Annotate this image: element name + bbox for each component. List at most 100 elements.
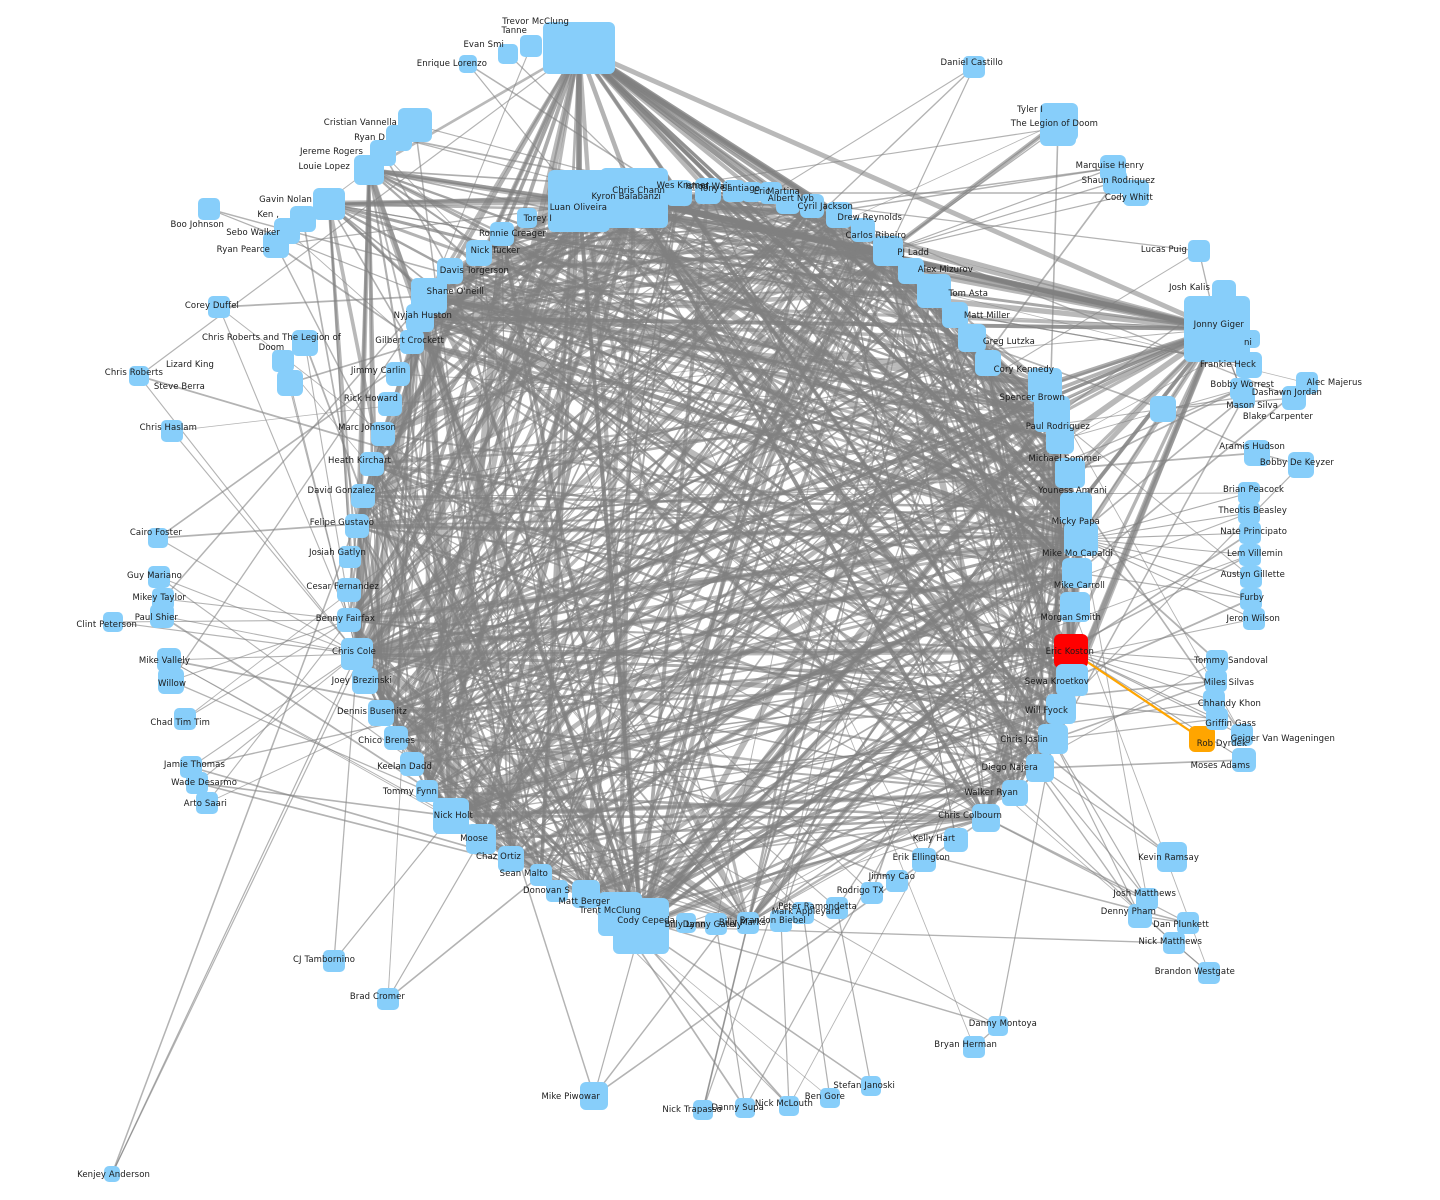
graph-node-trent-mcclung[interactable] xyxy=(598,892,642,936)
graph-node-brad-cromer[interactable] xyxy=(377,988,399,1010)
graph-node-jonny-giger[interactable] xyxy=(1184,296,1250,362)
graph-node-gilbert-crockett[interactable] xyxy=(400,330,424,354)
graph-node-nate-principato[interactable] xyxy=(1239,522,1261,544)
graph-node-nick-trapasso[interactable] xyxy=(693,1100,713,1120)
graph-node-nick-holt[interactable] xyxy=(433,798,469,834)
graph-node-rick-howard[interactable] xyxy=(378,392,402,416)
graph-node-joey-brezinski[interactable] xyxy=(352,668,378,694)
graph-node-brian-peacock[interactable] xyxy=(1238,482,1260,504)
graph-node-albert-nyberg[interactable] xyxy=(776,190,800,214)
graph-node-kelly-hart[interactable] xyxy=(944,828,968,852)
graph-node-enrique-lorenzo[interactable] xyxy=(459,55,477,73)
graph-node-felipe-gustavo[interactable] xyxy=(345,514,369,538)
graph-node-greg-lutzka[interactable] xyxy=(958,324,986,352)
graph-node-geiger-van-wageningen[interactable] xyxy=(1231,724,1253,746)
graph-node-chad-tim-tim[interactable] xyxy=(174,708,196,730)
graph-node-cory-kennedy[interactable] xyxy=(975,350,1001,376)
graph-node-youness-amrani[interactable] xyxy=(1055,458,1085,488)
graph-node-benny-fairfax[interactable] xyxy=(337,608,361,632)
graph-node-eric-m[interactable] xyxy=(742,182,762,202)
graph-node-jeron-wilson[interactable] xyxy=(1243,608,1265,630)
graph-node-heath-kirchart[interactable] xyxy=(360,452,384,476)
graph-node-danny-gately[interactable] xyxy=(705,913,727,935)
graph-node-chris-joslin[interactable] xyxy=(1038,724,1068,754)
graph-node-austyn-gillette[interactable] xyxy=(1240,566,1262,588)
graph-node-carlos-ribeiro[interactable] xyxy=(851,218,875,242)
graph-node-lucas-puig[interactable] xyxy=(1188,240,1210,262)
graph-node-torey-p[interactable] xyxy=(517,208,537,228)
graph-node-cesar-fernandez[interactable] xyxy=(337,578,361,602)
graph-node-ishod-wair[interactable] xyxy=(695,178,721,204)
graph-node-sean-malto[interactable] xyxy=(530,864,552,886)
graph-node-nick-mclouth[interactable] xyxy=(779,1096,799,1116)
graph-node-willow[interactable] xyxy=(158,668,184,694)
graph-node-michael-sommer[interactable] xyxy=(1046,426,1074,454)
graph-node-alec-majerus[interactable] xyxy=(1296,372,1318,394)
graph-node-rob-dyrdek[interactable] xyxy=(1189,726,1215,752)
graph-node-moose[interactable] xyxy=(466,824,496,854)
graph-node-will-fyock[interactable] xyxy=(1046,694,1076,724)
graph-node-lizard-king[interactable] xyxy=(272,350,294,372)
graph-node-cj-tambornino[interactable] xyxy=(323,950,345,972)
graph-node-bobby-de-keyzer[interactable] xyxy=(1288,452,1314,478)
graph-node-chris-roberts[interactable] xyxy=(129,366,149,386)
graph-node-legion-of-doom[interactable] xyxy=(1040,110,1076,146)
graph-node-theotis-beasley[interactable] xyxy=(1238,502,1260,524)
graph-node-matt-miller[interactable] xyxy=(942,302,968,328)
graph-node-nyjah-huston[interactable] xyxy=(406,304,434,332)
graph-node-cyril-jackson[interactable] xyxy=(800,194,824,218)
graph-node-tanner[interactable] xyxy=(520,35,542,57)
graph-node-ryan-pearce[interactable] xyxy=(263,232,289,258)
graph-node-chris-cole[interactable] xyxy=(341,638,373,670)
graph-node-griffin-gass[interactable] xyxy=(1206,708,1228,730)
graph-node-jimmy-cao[interactable] xyxy=(886,870,908,892)
graph-node-billy-marks[interactable] xyxy=(737,912,759,934)
graph-node-chaz-ortiz[interactable] xyxy=(498,846,524,872)
graph-node-brandon-westgate[interactable] xyxy=(1198,962,1220,984)
graph-node-drew-reynolds[interactable] xyxy=(826,202,852,228)
graph-node-dennis-busenitz[interactable] xyxy=(368,700,394,726)
graph-node-bryan-herman[interactable] xyxy=(963,1036,985,1058)
graph-node-chris-colbourn[interactable] xyxy=(972,804,1000,832)
graph-node-furby[interactable] xyxy=(1240,588,1262,610)
graph-node-tony-santiago[interactable] xyxy=(723,180,745,202)
graph-node-josh-matthews[interactable] xyxy=(1136,888,1158,910)
graph-node-josiah-gatlyn[interactable] xyxy=(339,546,361,568)
graph-node-diego-najera[interactable] xyxy=(1026,754,1054,782)
graph-node-matt-berger[interactable] xyxy=(572,880,600,908)
graph-node-brandon-biebel[interactable] xyxy=(770,910,792,932)
graph-node-morgan-smith[interactable] xyxy=(1060,592,1090,622)
graph-node-kevin-ramsay[interactable] xyxy=(1157,842,1187,872)
graph-node-guy-mariano[interactable] xyxy=(148,566,170,588)
graph-node-donovan-s[interactable] xyxy=(546,880,568,902)
graph-node-gavin-nolan[interactable] xyxy=(313,188,345,220)
graph-node-boo-johnson[interactable] xyxy=(198,198,220,220)
graph-node-wes-kremer[interactable] xyxy=(666,180,692,206)
graph-node-rodrigo-tx[interactable] xyxy=(861,882,883,904)
graph-node-evan-smith[interactable] xyxy=(498,44,518,64)
graph-node-chris-haslam[interactable] xyxy=(161,420,183,442)
graph-node-corey-duffel[interactable] xyxy=(208,296,230,318)
graph-node-louie-lopez[interactable] xyxy=(354,155,384,185)
graph-node-erik-ellington[interactable] xyxy=(912,848,936,872)
graph-node-aramis-hudson[interactable] xyxy=(1244,440,1270,466)
graph-node-mike-carroll[interactable] xyxy=(1062,558,1092,588)
graph-node-keelan-dadd[interactable] xyxy=(400,752,424,776)
graph-node-arto-saari[interactable] xyxy=(196,792,218,814)
graph-node-bobby-worrest[interactable] xyxy=(1230,378,1252,400)
graph-node-clint-peterson[interactable] xyxy=(103,612,123,632)
graph-node-tommy-fynn[interactable] xyxy=(416,780,438,802)
graph-node-ben-gore[interactable] xyxy=(820,1088,840,1108)
graph-node-marc-johnson[interactable] xyxy=(371,422,395,446)
graph-node-mike-piwowar[interactable] xyxy=(580,1082,608,1110)
graph-node-david-gonzalez[interactable] xyxy=(351,484,375,508)
graph-node-micky-papa[interactable] xyxy=(1060,492,1092,524)
graph-node-jimmy-carlin[interactable] xyxy=(386,362,410,386)
graph-node-walker-ryan[interactable] xyxy=(1002,780,1028,806)
graph-node-steve-berra[interactable] xyxy=(277,370,303,396)
graph-node-chris-roberts-lod[interactable] xyxy=(292,330,318,356)
graph-node-nick-tucker[interactable] xyxy=(466,240,492,266)
graph-node-danny-montoya[interactable] xyxy=(988,1016,1008,1036)
graph-node-nick-matthews[interactable] xyxy=(1163,932,1185,954)
graph-node-miles-silvas[interactable] xyxy=(1205,670,1227,692)
